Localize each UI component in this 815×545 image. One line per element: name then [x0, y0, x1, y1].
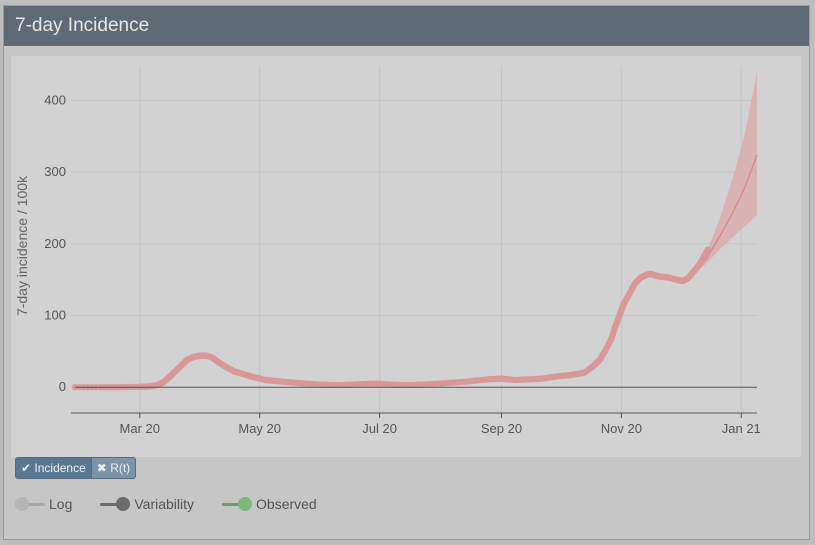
- incidence-button-label: Incidence: [34, 461, 86, 475]
- check-icon: ✔: [21, 461, 32, 475]
- incidence-panel: 7-day Incidence Mar 20 May 20 Jul 20 Sep 20…: [3, 5, 810, 540]
- grid-layer: [71, 66, 757, 413]
- variability-toggle-switch[interactable]: [100, 497, 131, 511]
- rt-button-label: R(t): [110, 461, 131, 475]
- y-tick-label: 100: [44, 307, 66, 322]
- metric-button-group: ✔ Incidence ✖ R(t): [15, 457, 137, 479]
- chart-area: Mar 20 May 20 Jul 20 Sep 20 Nov 20 Jan 21 0 100…: [11, 56, 801, 457]
- x-tick-label: Sep 20: [481, 421, 522, 436]
- variability-toggle-label: Variability: [134, 496, 195, 512]
- y-axis-label: 7-day incidence / 100k: [14, 175, 30, 316]
- incidence-button[interactable]: ✔ Incidence: [15, 457, 92, 479]
- axis-layer: Mar 20 May 20 Jul 20 Sep 20 Nov 20 Jan 21 0 100…: [44, 92, 761, 436]
- observed-toggle[interactable]: Observed: [222, 496, 317, 512]
- log-toggle[interactable]: Log: [15, 496, 72, 512]
- panel-header: 7-day Incidence: [4, 6, 809, 46]
- x-tick-label: May 20: [238, 421, 281, 436]
- log-toggle-switch[interactable]: [15, 497, 45, 511]
- x-tick-label: Mar 20: [120, 421, 160, 436]
- x-tick-label: Jan 21: [722, 421, 761, 436]
- y-tick-label: 300: [44, 164, 66, 179]
- incidence-chart: Mar 20 May 20 Jul 20 Sep 20 Nov 20 Jan 21 0 100…: [14, 66, 761, 436]
- observed-toggle-switch[interactable]: [222, 497, 253, 511]
- observed-point: [704, 246, 712, 253]
- variability-toggle[interactable]: Variability: [100, 496, 194, 512]
- toggle-bar: Log Variability Observed: [15, 496, 345, 512]
- x-tick-label: Nov 20: [601, 421, 642, 436]
- y-tick-label: 400: [44, 92, 66, 107]
- observed-toggle-label: Observed: [256, 496, 317, 512]
- x-icon: ✖: [96, 461, 107, 475]
- rt-button[interactable]: ✖ R(t): [91, 457, 137, 479]
- observed-points-layer: [71, 246, 712, 391]
- y-tick-label: 200: [44, 236, 66, 251]
- y-tick-label: 0: [59, 379, 66, 394]
- forecast-band: [686, 71, 757, 282]
- forecast-band-layer: [686, 71, 757, 282]
- x-tick-label: Jul 20: [362, 421, 397, 436]
- panel-title: 7-day Incidence: [15, 15, 150, 36]
- log-toggle-label: Log: [49, 496, 73, 512]
